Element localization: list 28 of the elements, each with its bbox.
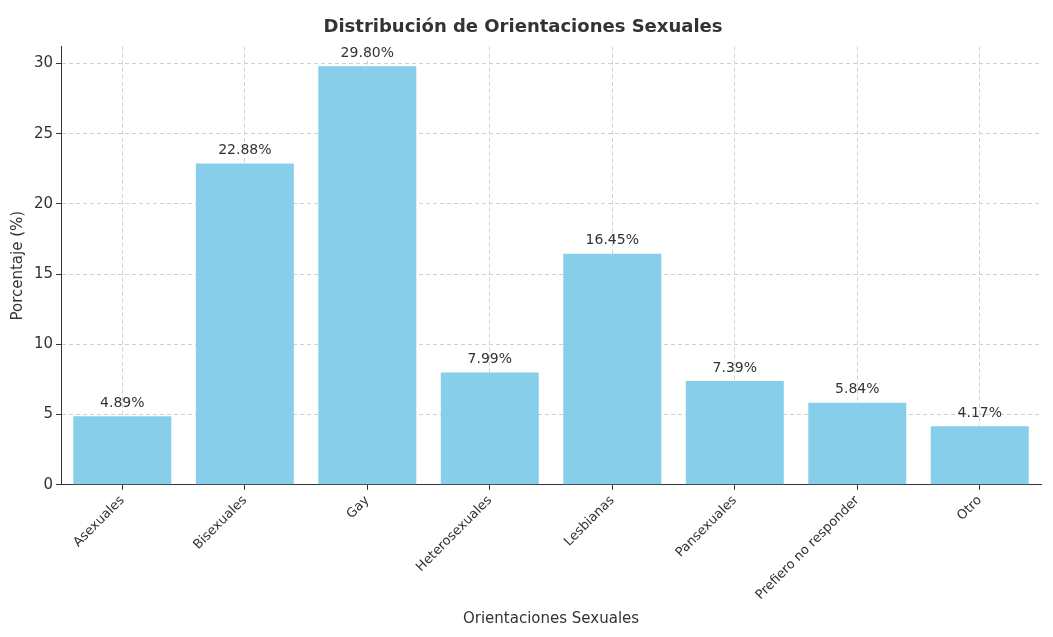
data-label: 5.84% xyxy=(835,380,880,397)
x-axis-title: Orientaciones Sexuales xyxy=(462,608,640,627)
data-label: 4.89% xyxy=(100,393,145,410)
bar xyxy=(563,253,662,485)
y-tick-label: 25 xyxy=(33,123,54,142)
x-tick-label: Gay xyxy=(343,492,373,522)
bar xyxy=(73,416,172,485)
y-tick-label: 30 xyxy=(33,53,54,72)
y-axis-title: Porcentaje (%) xyxy=(7,210,26,321)
y-tick-label: 5 xyxy=(43,404,54,423)
y-tick-label: 20 xyxy=(33,193,54,212)
bar xyxy=(195,163,294,485)
y-tick-label: 0 xyxy=(43,474,54,493)
data-label: 4.17% xyxy=(957,403,1002,420)
y-tick-label: 10 xyxy=(33,334,54,353)
data-label: 22.88% xyxy=(218,141,272,158)
bar xyxy=(808,402,907,485)
chart-title: Distribución de Orientaciones Sexuales xyxy=(323,15,723,37)
bar xyxy=(930,426,1029,485)
bar xyxy=(440,372,539,485)
data-label: 7.39% xyxy=(712,358,758,375)
data-label: 16.45% xyxy=(585,231,639,248)
y-tick-label: 15 xyxy=(33,264,54,283)
data-label: 29.80% xyxy=(340,43,395,60)
bar xyxy=(685,381,784,485)
data-label: 7.99% xyxy=(467,350,513,367)
bar xyxy=(318,66,417,485)
x-tick-label: Otro xyxy=(953,492,985,523)
